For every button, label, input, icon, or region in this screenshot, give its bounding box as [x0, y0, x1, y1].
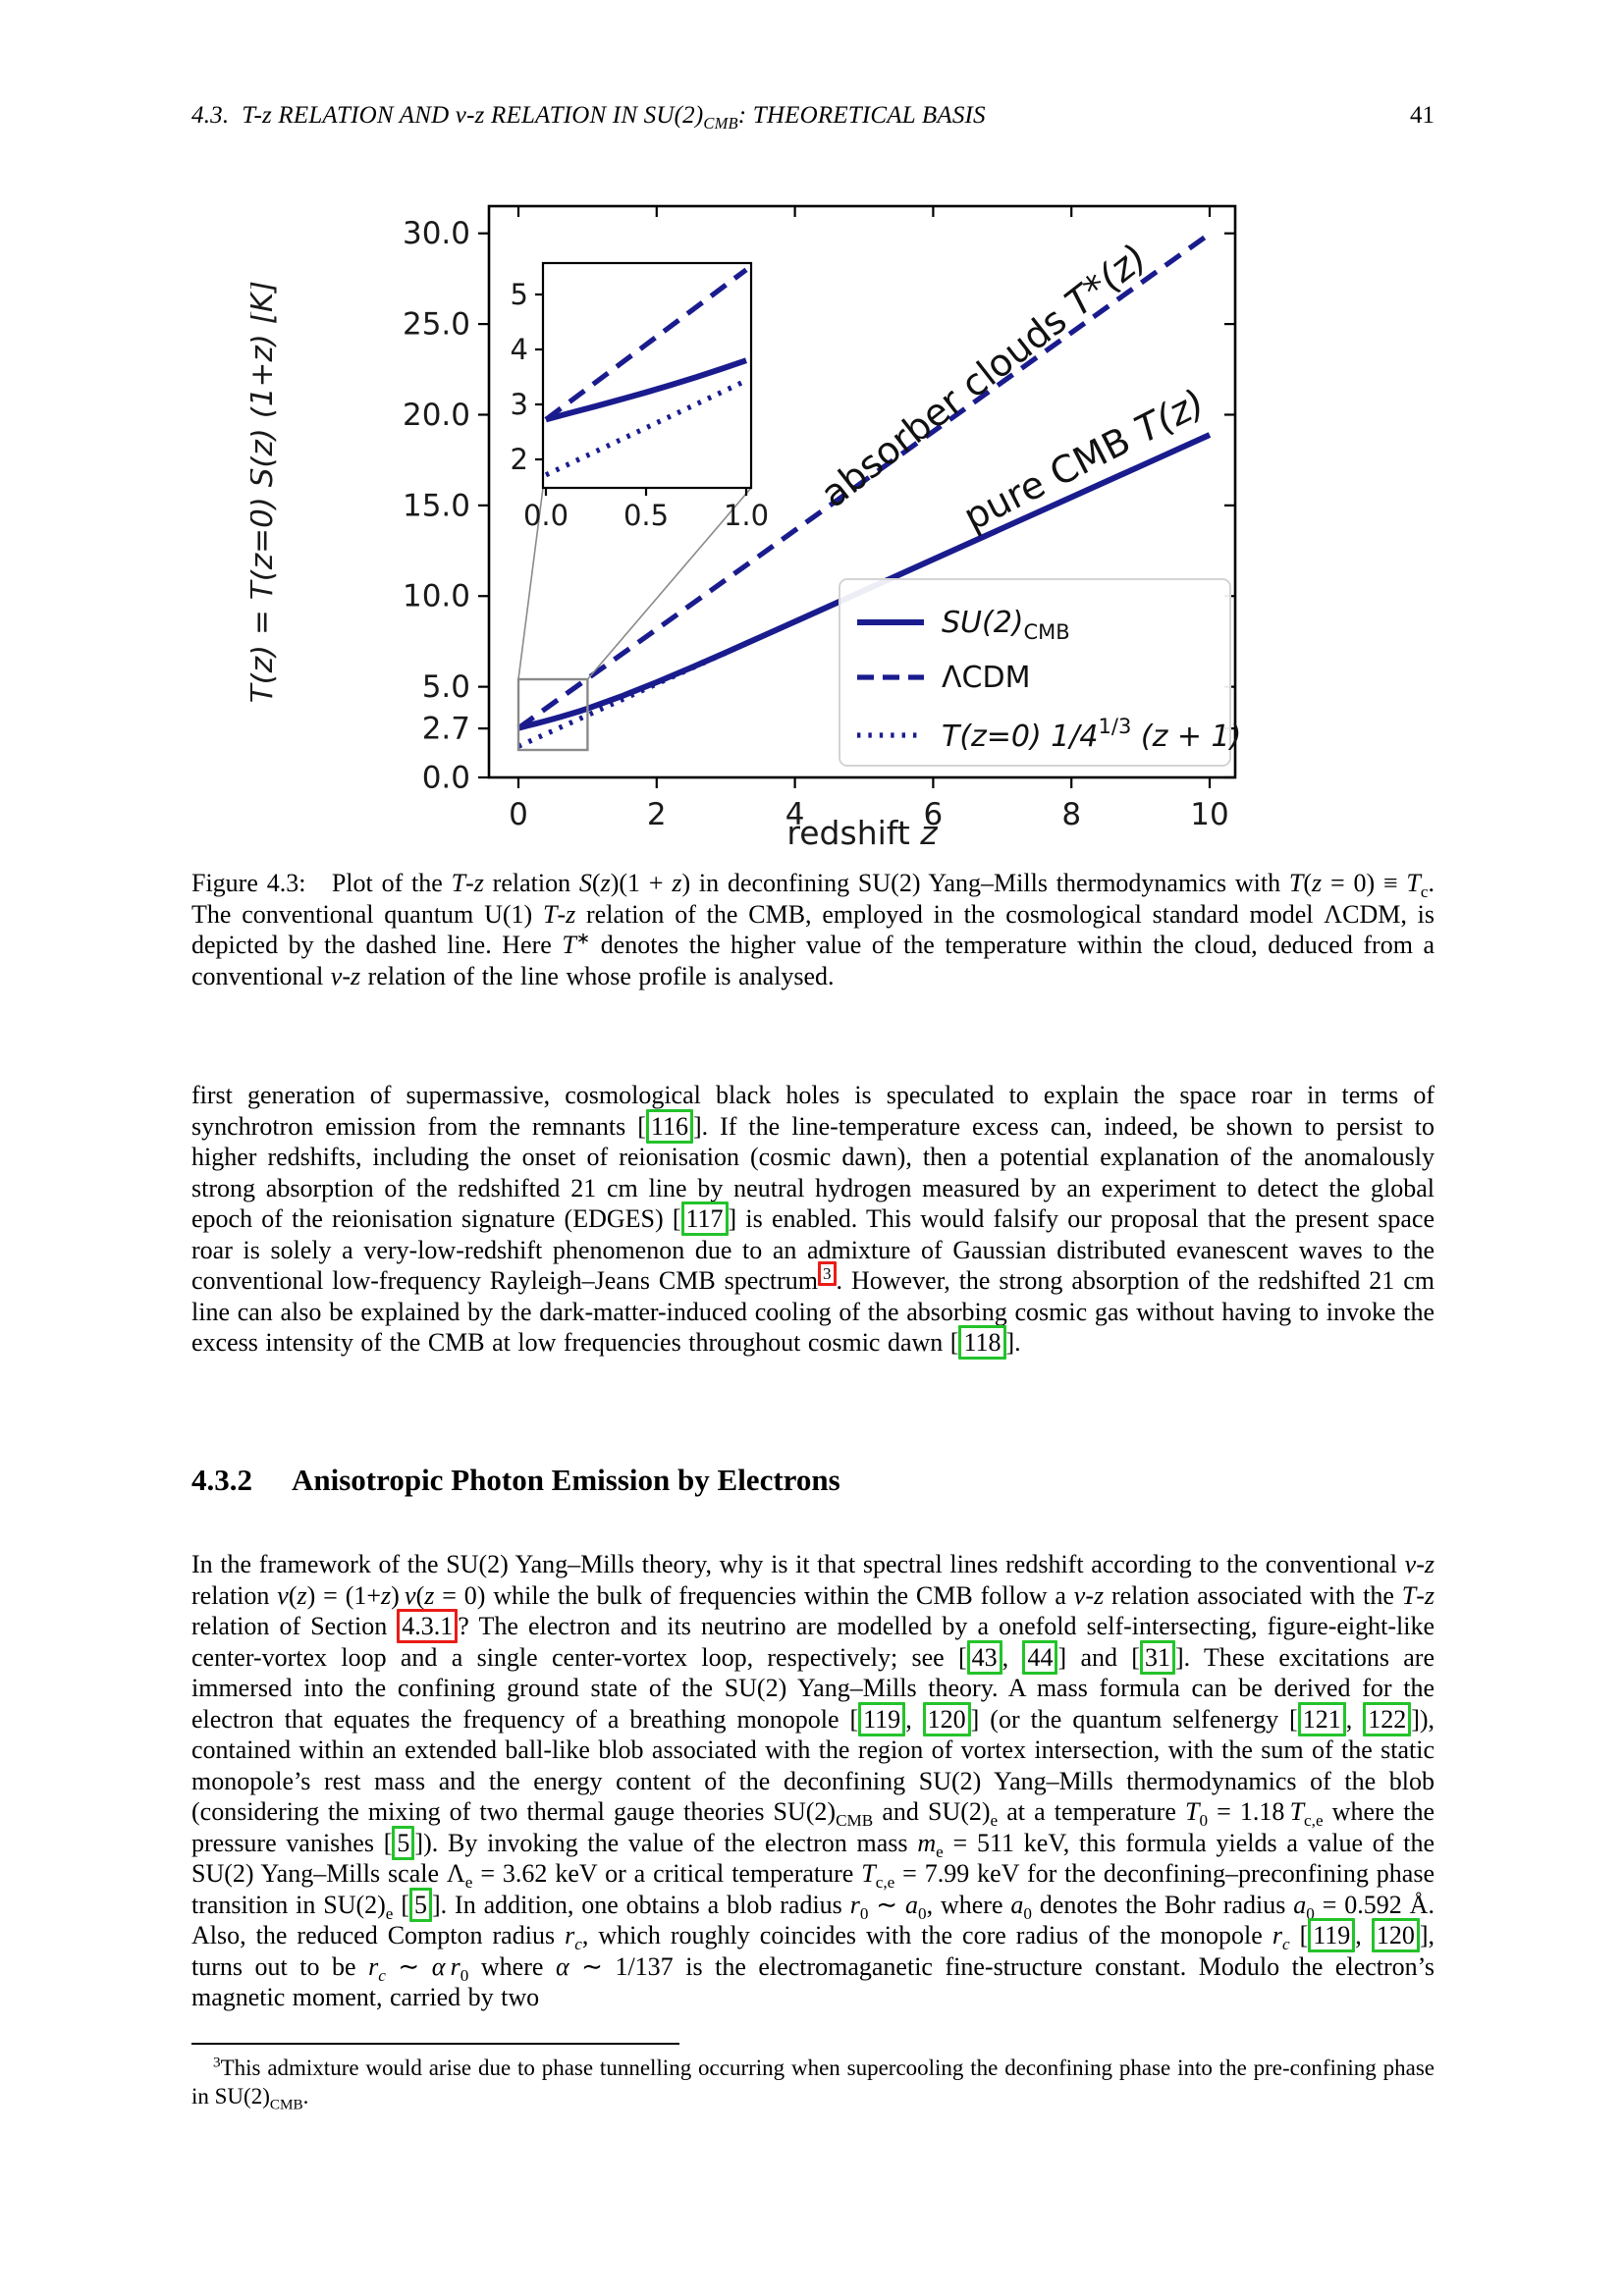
figure-chart: 0 2 4 6 8 100.02.75.010.015.020.025.030.0 0.0…: [250, 204, 1241, 852]
body-paragraph-1: first generation of supermassive, cosmol…: [191, 1080, 1435, 1360]
citation-122[interactable]: 122: [1363, 1701, 1412, 1736]
x-tick-label: 8: [1061, 797, 1081, 832]
legend-label-quarter: T(z=0) 1/41/3 (z + 1): [942, 715, 1241, 754]
chart-legend: SU(2)CMB ΛCDM T(z=0) 1/41/3 (z + 1): [839, 578, 1241, 767]
inset-series-dashed: [544, 267, 748, 422]
y-tick-label: 0.0: [422, 761, 470, 796]
annotation-pure-cmb: pure CMB T(z): [956, 381, 1211, 539]
citation-119[interactable]: 119: [858, 1701, 906, 1736]
y-axis-label: T(z) = T(z=0) S(z) (1+z) [K]: [250, 281, 280, 704]
legend-label-lcdm: ΛCDM: [942, 661, 1030, 695]
citation-31[interactable]: 31: [1139, 1639, 1175, 1675]
running-header: 4.3. T-z RELATION AND ν-z RELATION IN SU…: [191, 102, 1435, 133]
zoom-connector-right: [586, 487, 752, 680]
citation-116[interactable]: 116: [645, 1108, 693, 1144]
citation-120b[interactable]: 120: [1371, 1918, 1420, 1952]
citation-43[interactable]: 43: [966, 1639, 1002, 1675]
figure-caption: Figure 4.3: Plot of the T-z relation S(z…: [191, 869, 1435, 990]
footnote-ref-3[interactable]: 3: [817, 1261, 837, 1287]
y-tick-label: 2.7: [422, 712, 470, 747]
citation-120[interactable]: 120: [922, 1701, 971, 1736]
section-number: 4.3.2: [191, 1463, 252, 1497]
running-header-title: 4.3. T-z RELATION AND ν-z RELATION IN SU…: [191, 102, 986, 133]
y-tick-label: 20.0: [403, 398, 470, 433]
citation-117[interactable]: 117: [680, 1201, 729, 1236]
inset-series-solid: [545, 357, 747, 423]
inset-y-tick-label: 5: [511, 278, 528, 311]
citation-121[interactable]: 121: [1297, 1701, 1346, 1736]
x-tick-label: 2: [647, 797, 667, 832]
axes-frame: [487, 204, 1237, 779]
citation-119b[interactable]: 119: [1308, 1918, 1356, 1952]
inset-series-dotted: [544, 378, 748, 478]
x-tick-label: 6: [924, 797, 944, 832]
inset-axis-ticks: 0.0 0.5 1.0 2 3 4 5: [511, 278, 770, 532]
main-series: [516, 232, 1212, 749]
inset-x-tick-label: 1.0: [724, 499, 769, 532]
legend-label-su2: SU(2)CMB: [942, 606, 1070, 644]
zoom-connector-left: [517, 487, 544, 680]
inset-y-tick-label: 2: [511, 443, 528, 476]
citation-118[interactable]: 118: [958, 1325, 1006, 1360]
section-title: Anisotropic Photon Emission by Electrons: [292, 1463, 840, 1497]
section-link-4-3-1[interactable]: 4.3.1: [397, 1609, 459, 1643]
inset-x-tick-label: 0.5: [623, 499, 669, 532]
x-tick-label: 10: [1190, 797, 1228, 832]
footnote-text: 3This admixture would arise due to phase…: [191, 2054, 1435, 2113]
y-tick-label: 5.0: [422, 669, 470, 705]
zoom-region-box: [516, 677, 589, 752]
legend-frame: [839, 578, 1231, 767]
y-tick-label: 25.0: [403, 307, 470, 343]
citation-5b[interactable]: 5: [408, 1887, 432, 1922]
citation-5[interactable]: 5: [392, 1825, 415, 1860]
series-solid: [517, 432, 1212, 731]
inset-y-tick-label: 4: [511, 333, 528, 366]
section-heading: 4.3.2 Anisotropic Photon Emission by Ele…: [191, 1463, 840, 1498]
series-dashed: [516, 232, 1212, 730]
body-paragraph-2: In the framework of the SU(2) Yang–Mills…: [191, 1550, 1435, 2011]
footnote-rule: [191, 2043, 679, 2045]
axis-ticks: 0 2 4 6 8 100.02.75.010.015.020.025.030.0: [403, 206, 1235, 832]
y-tick-label: 30.0: [403, 216, 470, 251]
y-tick-label: 15.0: [403, 488, 470, 523]
inset-series: [544, 267, 748, 478]
x-axis-label: redshift z: [786, 814, 938, 852]
inset-x-tick-label: 0.0: [523, 499, 568, 532]
citation-44[interactable]: 44: [1022, 1639, 1058, 1675]
y-tick-label: 10.0: [403, 579, 470, 614]
x-tick-label: 4: [785, 797, 805, 832]
x-tick-label: 0: [509, 797, 528, 832]
page-number: 41: [1410, 102, 1435, 129]
inset-axes-frame: [541, 261, 753, 490]
inset-y-tick-label: 3: [511, 388, 528, 421]
